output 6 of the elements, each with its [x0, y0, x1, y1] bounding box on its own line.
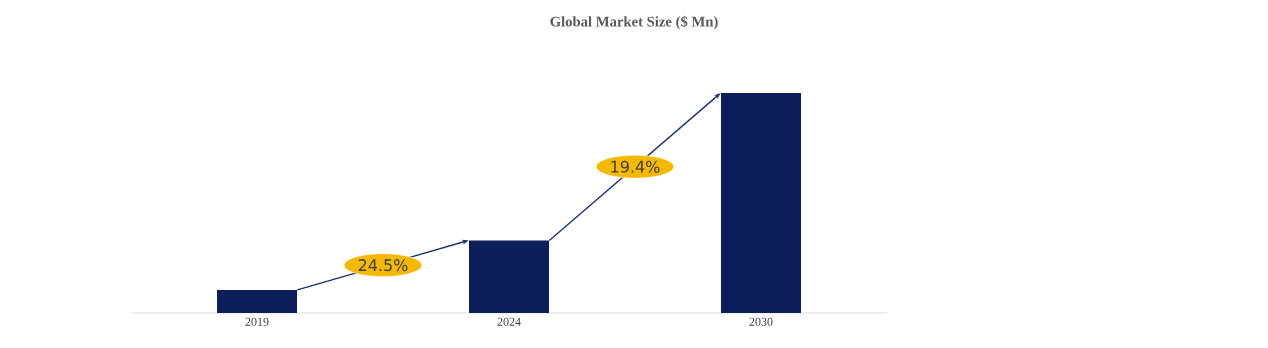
x-tick-label: 2024 [497, 317, 521, 326]
annotation: 19.4% [611, 160, 660, 173]
x-tick-label: 2030 [749, 317, 773, 326]
chart-title: Global Market Size ($ Mn) [550, 15, 718, 30]
annotation: 24.5% [358, 259, 408, 272]
x-tick-label: 2019 [245, 317, 269, 326]
